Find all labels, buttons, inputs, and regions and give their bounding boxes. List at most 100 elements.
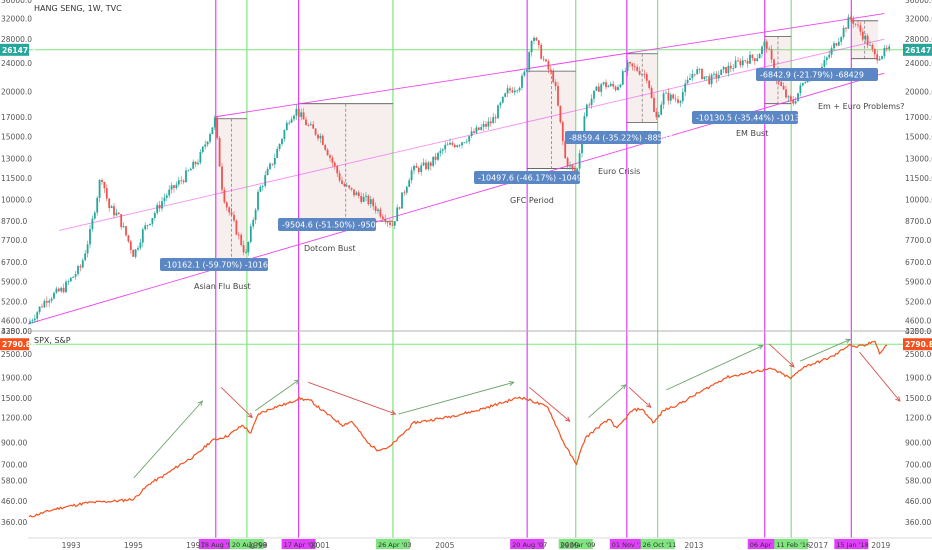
measure-label: -9504.6 (-51.50%) -95046 xyxy=(282,221,386,230)
hs-candle-body xyxy=(626,61,629,72)
hs-candle-body xyxy=(756,58,759,61)
hs-candle-body xyxy=(302,112,305,120)
hs-candle-body xyxy=(420,165,423,172)
hs-candle-body xyxy=(773,59,775,76)
hs-candle-body xyxy=(31,320,34,322)
hs-candle-body xyxy=(365,195,367,197)
hs-candle-body xyxy=(523,71,526,76)
hs-candle-body xyxy=(722,67,725,70)
x-tick: 1993 xyxy=(62,541,81,550)
hs-candle-body xyxy=(249,226,252,242)
trend-arrow xyxy=(588,384,627,418)
hs-candle-body xyxy=(307,125,310,126)
hs-candle-body xyxy=(117,212,120,215)
measure-label-bg xyxy=(565,131,661,144)
hs-candle-body xyxy=(379,209,382,217)
hs-candle-body xyxy=(408,180,411,187)
hs-candle-body xyxy=(429,162,432,166)
spx-y-tick-left: 1200.00 xyxy=(1,414,32,423)
trend-arrow xyxy=(628,386,652,408)
hs-candle-body xyxy=(65,281,67,293)
spx-y-tick-right: 1900.00 xyxy=(905,374,932,383)
channel-line xyxy=(214,13,885,118)
spx-y-tick-left: 580.00 xyxy=(1,477,27,486)
magenta-event-tag xyxy=(834,539,869,549)
hs-candle-body xyxy=(753,58,756,61)
hs-candle-body xyxy=(849,17,852,20)
hs-candle-body xyxy=(451,142,454,145)
hs-candle-body xyxy=(122,226,125,228)
hs-candle-body xyxy=(629,61,631,64)
hs-candle-body xyxy=(638,70,641,75)
hs-candle-body xyxy=(125,226,127,236)
hs-y-tick-right: 17000.0 xyxy=(905,113,932,122)
hs-candle-body xyxy=(518,87,521,91)
hs-candle-body xyxy=(513,90,516,93)
hs-y-tick-left: 32000.0 xyxy=(1,14,32,23)
hs-candle-body xyxy=(677,99,679,103)
measure-label: -10497.6 (-46.17%) -104976 xyxy=(478,174,592,183)
hs-candle-body xyxy=(367,195,370,205)
hs-current-value-right: 26147.7 xyxy=(905,46,932,55)
spx-line xyxy=(28,340,888,518)
hs-candle-body xyxy=(461,142,463,146)
spx-y-tick-left: 900.00 xyxy=(1,439,27,448)
trend-arrow xyxy=(529,386,571,422)
hs-candle-body xyxy=(881,56,883,59)
hs-candle-body xyxy=(290,119,293,123)
hs-candle-body xyxy=(362,196,365,202)
trend-arrow xyxy=(859,351,901,402)
hs-y-tick-left: 28000.0 xyxy=(1,35,32,44)
hs-candle-body xyxy=(84,253,87,261)
hs-candle-body xyxy=(151,217,154,224)
hs-candle-body xyxy=(492,117,495,124)
magenta-event-tag xyxy=(609,539,644,549)
measure-label-bg xyxy=(160,258,268,271)
hs-candle-body xyxy=(374,206,377,211)
hs-candle-body xyxy=(48,300,51,303)
hs-candle-body xyxy=(293,115,295,120)
hs-candle-body xyxy=(259,186,262,192)
hs-candle-body xyxy=(242,245,245,253)
hs-candle-body xyxy=(338,173,341,181)
hs-candle-body xyxy=(765,41,768,49)
hs-candle-body xyxy=(583,116,586,138)
measure-label-bg xyxy=(278,218,376,231)
hs-candle-body xyxy=(657,114,660,118)
hs-candle-body xyxy=(470,131,473,136)
hs-candle-body xyxy=(165,195,168,198)
hs-candle-body xyxy=(240,234,243,246)
green-event-tag xyxy=(229,539,264,549)
hs-candle-body xyxy=(871,44,874,50)
hs-candle-body xyxy=(684,83,687,93)
hs-candle-body xyxy=(199,152,202,163)
trend-arrow xyxy=(255,379,300,411)
hs-candle-body xyxy=(319,135,322,139)
hs-candle-body xyxy=(617,87,619,90)
hs-candle-body xyxy=(569,165,571,167)
spx-y-tick-right: 2500.00 xyxy=(905,350,932,359)
hs-candle-body xyxy=(696,69,699,75)
hs-candle-body xyxy=(547,61,550,70)
magenta-event-date: 18 Aug '97 xyxy=(201,541,236,549)
hs-candle-body xyxy=(557,86,559,106)
hs-candle-body xyxy=(101,180,103,183)
green-event-date: 20 Aug '98 xyxy=(232,541,267,549)
hs-candle-body xyxy=(801,82,804,86)
hs-y-tick-right: 15000.0 xyxy=(905,132,932,141)
magenta-event-tag xyxy=(510,539,545,549)
hs-y-tick-left: 4600.0 xyxy=(1,316,27,325)
hs-candle-body xyxy=(237,234,240,236)
hs-candle-body xyxy=(494,117,497,119)
hs-current-tag-right xyxy=(903,43,932,56)
hs-candle-body xyxy=(463,142,466,144)
measure-label: -8859.4 (-35.22%) -88594 xyxy=(569,134,673,143)
hs-candle-body xyxy=(77,266,79,275)
hs-y-tick-left: 13000.0 xyxy=(1,155,32,164)
hs-candle-body xyxy=(612,83,615,87)
hs-candle-body xyxy=(257,191,259,210)
hs-candle-body xyxy=(403,192,406,194)
hs-candle-body xyxy=(405,186,408,193)
